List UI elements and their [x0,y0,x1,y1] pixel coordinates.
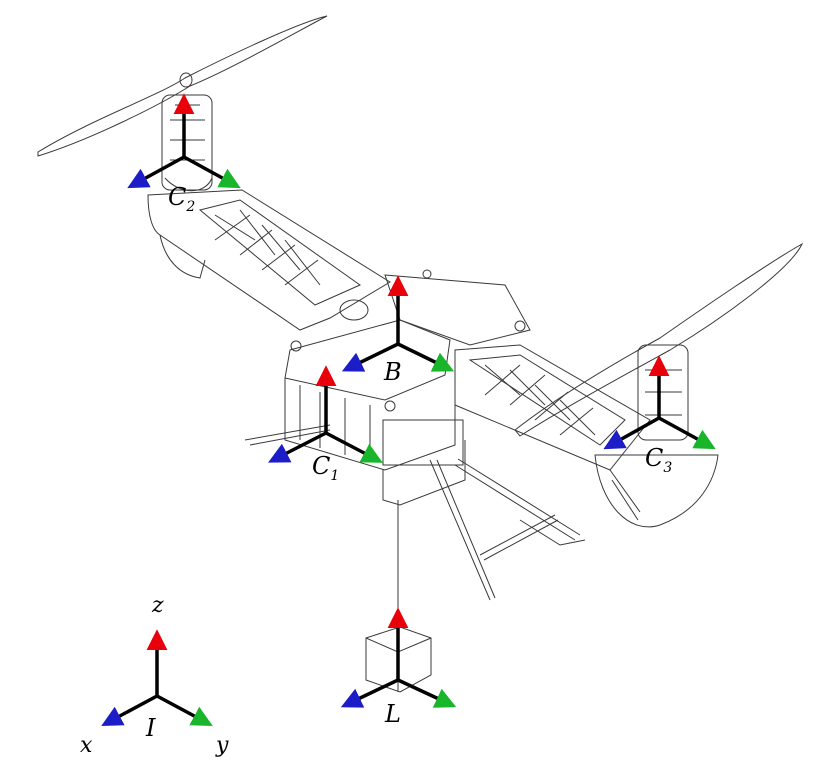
load-y-axis [396,678,457,708]
c1-frame-label: C1 [312,452,339,484]
truss-arm-right [454,344,651,471]
c3-frame-label: C3 [645,444,672,476]
c2-y-axis [182,155,241,189]
inertial-x-axis [101,694,159,726]
propeller-left [37,15,328,157]
load-frame-label: L [384,700,401,728]
body-x-axis [341,342,400,372]
inertial-z-label: z [151,593,164,618]
motor-pod-left [161,94,213,192]
inertial-y-label: y [215,733,229,758]
c2-frame-label: C2 [168,183,195,215]
inertial-y-axis [155,694,213,726]
motor-pod-right [594,344,719,528]
frame-body [341,275,455,372]
propeller-right [514,242,804,437]
c3-y-axis [657,416,716,450]
inertial-frame-label: I [145,714,156,742]
frame-load [340,607,457,708]
c2-x-axis [127,155,186,189]
c3-x-axis [603,416,661,450]
frame-inertial [101,629,213,726]
vehicle-drawing [37,15,804,693]
body-y-axis [396,342,455,372]
load-x-axis [340,678,400,708]
frame-c1 [268,365,383,463]
body-frame-label: B [383,358,402,386]
frame-c2 [127,93,241,189]
truss-arm-left [147,189,391,331]
c1-x-axis [268,431,328,463]
landing-gear [244,424,586,601]
inertial-x-label: x [80,733,93,758]
c1-y-axis [324,431,383,463]
frame-c3 [603,355,716,450]
